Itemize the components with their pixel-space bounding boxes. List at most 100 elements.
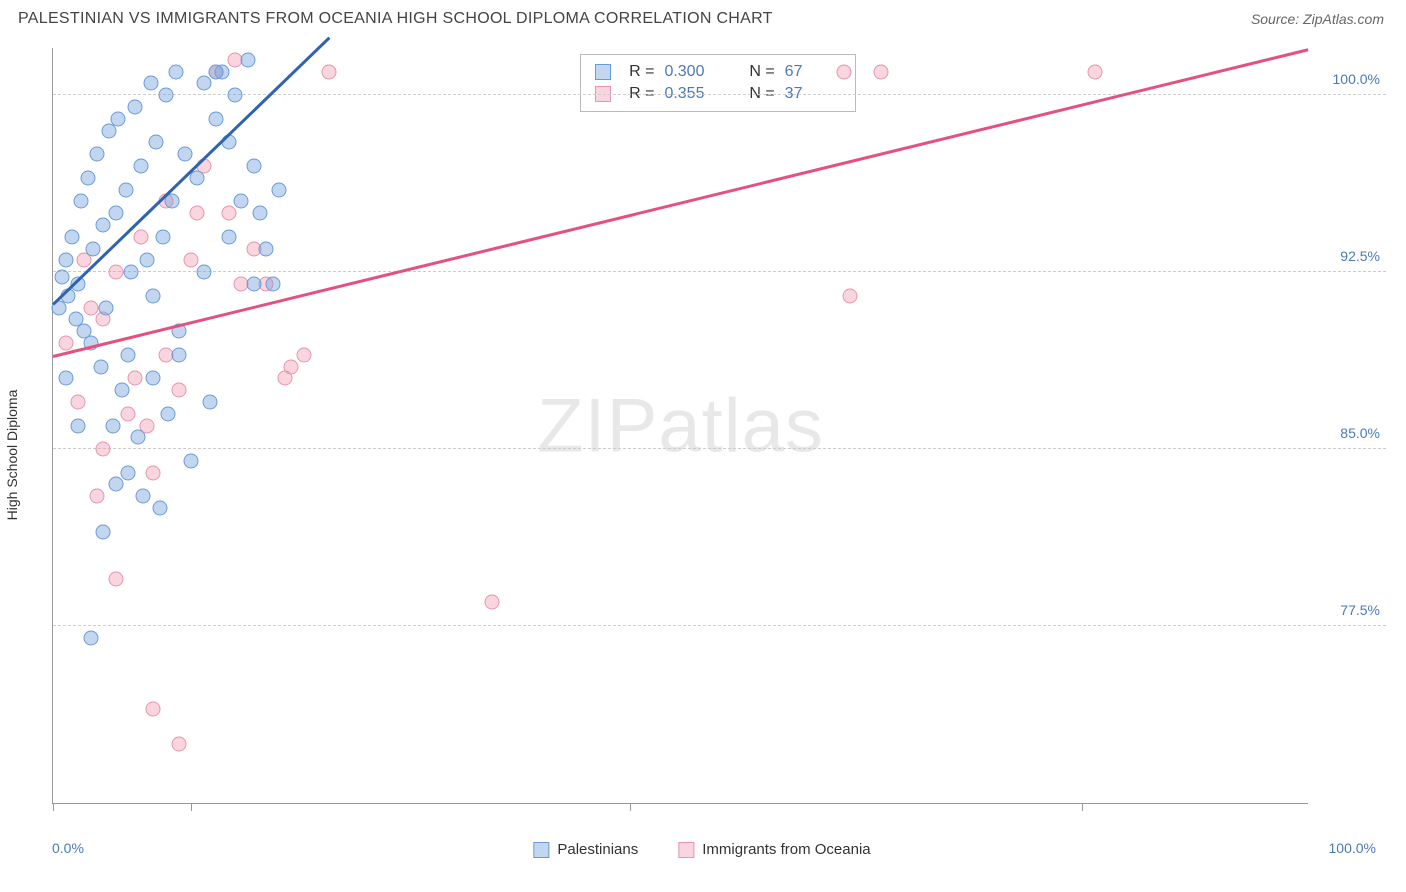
point-palestinian (58, 371, 73, 386)
point-palestinian (71, 418, 86, 433)
point-oceania (71, 394, 86, 409)
point-palestinian (108, 477, 123, 492)
point-palestinian (146, 371, 161, 386)
scatter-plot: ZIPatlas R = 0.300 N = 67R = 0.355 N = 3… (52, 48, 1308, 804)
point-palestinian (140, 253, 155, 268)
legend-n-label: N = (749, 63, 774, 81)
legend-label: Palestinians (557, 841, 638, 858)
legend-swatch (533, 842, 549, 858)
point-oceania (278, 371, 293, 386)
point-palestinian (253, 206, 268, 221)
x-axis-max-label: 100.0% (1329, 840, 1376, 856)
gridline (53, 448, 1386, 449)
point-palestinian (146, 288, 161, 303)
point-oceania (171, 383, 186, 398)
point-oceania (96, 442, 111, 457)
point-palestinian (196, 265, 211, 280)
legend-item: Immigrants from Oceania (678, 841, 870, 858)
point-palestinian (158, 88, 173, 103)
point-palestinian (221, 229, 236, 244)
point-palestinian (123, 265, 138, 280)
point-oceania (121, 406, 136, 421)
point-palestinian (177, 147, 192, 162)
point-oceania (83, 300, 98, 315)
point-palestinian (265, 276, 280, 291)
point-palestinian (131, 430, 146, 445)
point-oceania (874, 64, 889, 79)
x-axis-tick (630, 803, 631, 811)
point-palestinian (246, 276, 261, 291)
y-axis-tick-label: 92.5% (1340, 248, 1380, 264)
point-palestinian (152, 501, 167, 516)
point-oceania (322, 64, 337, 79)
point-palestinian (246, 158, 261, 173)
legend-row: R = 0.300 N = 67 (595, 61, 841, 83)
point-palestinian (271, 182, 286, 197)
point-palestinian (93, 359, 108, 374)
point-oceania (127, 371, 142, 386)
point-palestinian (121, 347, 136, 362)
point-palestinian (209, 111, 224, 126)
x-axis-min-label: 0.0% (52, 840, 84, 856)
point-oceania (108, 571, 123, 586)
series-legend: Palestinians Immigrants from Oceania (533, 841, 870, 858)
y-axis-title: High School Diploma (4, 390, 20, 521)
legend-n-value: 67 (785, 63, 841, 81)
point-oceania (133, 229, 148, 244)
legend-item: Palestinians (533, 841, 638, 858)
x-axis-tick (1082, 803, 1083, 811)
point-palestinian (227, 88, 242, 103)
point-palestinian (108, 206, 123, 221)
x-axis-tick (191, 803, 192, 811)
x-axis-tick (53, 803, 54, 811)
point-palestinian (96, 524, 111, 539)
gridline (53, 271, 1386, 272)
point-palestinian (89, 147, 104, 162)
correlation-legend: R = 0.300 N = 67R = 0.355 N = 37 (580, 54, 856, 112)
gridline (53, 625, 1386, 626)
point-palestinian (127, 99, 142, 114)
point-palestinian (136, 489, 151, 504)
point-palestinian (81, 170, 96, 185)
point-oceania (184, 253, 199, 268)
point-oceania (108, 265, 123, 280)
point-oceania (171, 737, 186, 752)
source-attribution: Source: ZipAtlas.com (1251, 11, 1384, 27)
legend-r-label: R = (629, 63, 654, 81)
legend-swatch (595, 64, 611, 80)
point-palestinian (190, 170, 205, 185)
point-palestinian (143, 76, 158, 91)
point-palestinian (148, 135, 163, 150)
point-oceania (485, 595, 500, 610)
point-palestinian (168, 64, 183, 79)
point-oceania (58, 335, 73, 350)
point-oceania (842, 288, 857, 303)
point-palestinian (98, 300, 113, 315)
point-palestinian (86, 241, 101, 256)
point-palestinian (259, 241, 274, 256)
y-axis-tick-label: 77.5% (1340, 602, 1380, 618)
point-palestinian (58, 253, 73, 268)
point-oceania (146, 701, 161, 716)
point-oceania (146, 465, 161, 480)
chart-area: High School Diploma ZIPatlas R = 0.300 N… (18, 48, 1386, 862)
point-palestinian (184, 453, 199, 468)
point-palestinian (171, 347, 186, 362)
gridline (53, 94, 1386, 95)
y-axis-tick-label: 85.0% (1340, 425, 1380, 441)
point-palestinian (161, 406, 176, 421)
point-palestinian (202, 394, 217, 409)
point-palestinian (165, 194, 180, 209)
chart-title: PALESTINIAN VS IMMIGRANTS FROM OCEANIA H… (18, 10, 773, 28)
point-palestinian (234, 194, 249, 209)
point-palestinian (240, 52, 255, 67)
point-oceania (190, 206, 205, 221)
point-oceania (221, 206, 236, 221)
point-palestinian (96, 217, 111, 232)
point-oceania (89, 489, 104, 504)
point-palestinian (209, 64, 224, 79)
legend-r-value: 0.300 (664, 63, 720, 81)
point-palestinian (64, 229, 79, 244)
point-oceania (1087, 64, 1102, 79)
point-palestinian (115, 383, 130, 398)
